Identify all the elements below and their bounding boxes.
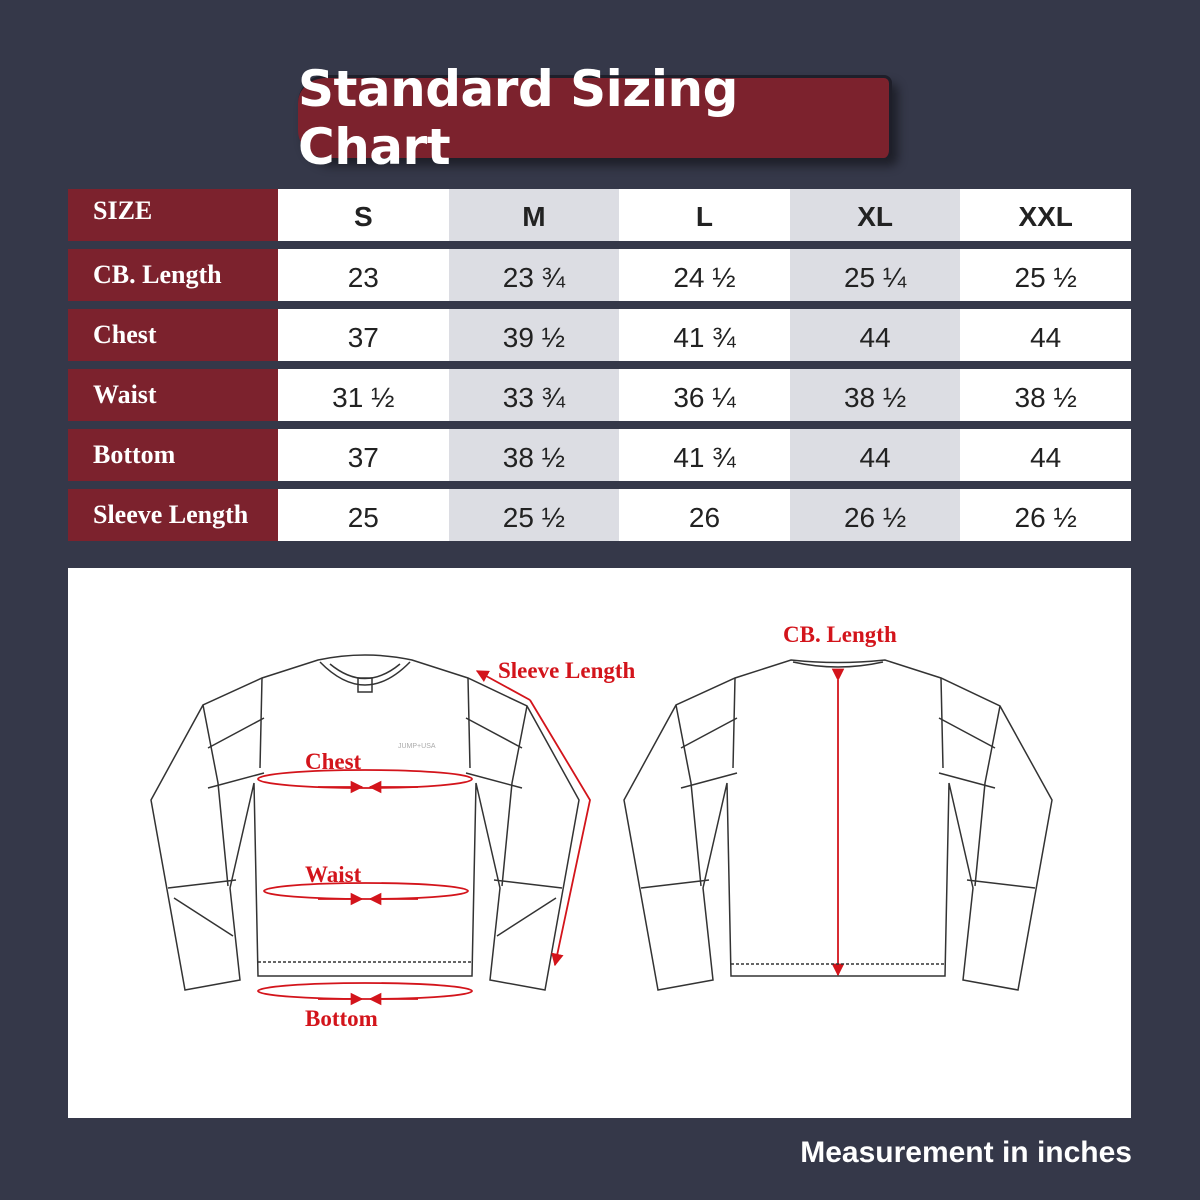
row-label: Bottom xyxy=(68,429,278,481)
table-cell: 23 xyxy=(278,249,449,301)
bottom-ellipse xyxy=(257,982,473,1000)
table-header-row: SIZE S M L XL XXL xyxy=(68,189,1131,241)
table-cell: 38 ½ xyxy=(789,369,961,421)
table-cell: 39 ½ xyxy=(448,309,620,361)
table-cell: 44 xyxy=(960,429,1131,481)
table-cell: 37 xyxy=(278,309,449,361)
sleeve-arrow xyxy=(529,699,591,967)
units-note: Measurement in inches xyxy=(800,1136,1132,1169)
size-table: SIZE S M L XL XXL CB. Length 23 23 ¾ 24 ½ 25… xyxy=(68,189,1131,549)
waist-label: Waist xyxy=(305,862,362,887)
table-cell: 24 ½ xyxy=(619,249,790,301)
row-label: Sleeve Length xyxy=(68,489,278,541)
table-cell: 38 ½ xyxy=(448,429,620,481)
table-cell: 26 xyxy=(619,489,790,541)
sleeve-length-label: Sleeve Length xyxy=(498,658,636,683)
size-header: XXL xyxy=(960,189,1131,241)
table-cell: 41 ¾ xyxy=(619,309,790,361)
size-header: M xyxy=(448,189,620,241)
size-header: XL xyxy=(789,189,961,241)
row-label: CB. Length xyxy=(68,249,278,301)
cb-length-label: CB. Length xyxy=(783,622,897,647)
table-cell: 37 xyxy=(278,429,449,481)
back-shirt-drawing xyxy=(623,659,1053,991)
table-row: Chest 37 39 ½ 41 ¾ 44 44 xyxy=(68,309,1131,361)
chest-ellipse xyxy=(257,769,473,789)
table-cell: 25 ½ xyxy=(960,249,1131,301)
bottom-label: Bottom xyxy=(305,1006,378,1031)
table-row: Sleeve Length 25 25 ½ 26 26 ½ 26 ½ xyxy=(68,489,1131,541)
table-cell: 25 ½ xyxy=(448,489,620,541)
table-cell: 41 ¾ xyxy=(619,429,790,481)
row-label: Chest xyxy=(68,309,278,361)
chest-label: Chest xyxy=(305,749,362,774)
table-cell: 33 ¾ xyxy=(448,369,620,421)
measurement-diagram: JUMP+USA Chest Waist Bottom Sleeve Lengt… xyxy=(68,568,1131,1118)
front-measure-lines xyxy=(257,668,845,1006)
brand-print: JUMP+USA xyxy=(398,743,436,750)
size-header: L xyxy=(619,189,790,241)
table-cell: 36 ¼ xyxy=(619,369,790,421)
table-cell: 23 ¾ xyxy=(448,249,620,301)
table-row: Waist 31 ½ 33 ¾ 36 ¼ 38 ½ 38 ½ xyxy=(68,369,1131,421)
table-cell: 38 ½ xyxy=(960,369,1131,421)
front-shirt-drawing xyxy=(150,654,580,991)
table-row: Bottom 37 38 ½ 41 ¾ 44 44 xyxy=(68,429,1131,481)
table-cell: 44 xyxy=(789,309,961,361)
table-cell: 25 ¼ xyxy=(789,249,961,301)
size-header-label: SIZE xyxy=(68,189,278,241)
table-cell: 25 xyxy=(278,489,449,541)
title-banner: Standard Sizing Chart xyxy=(298,60,892,176)
size-header: S xyxy=(278,189,449,241)
table-cell: 44 xyxy=(789,429,961,481)
waist-ellipse xyxy=(263,882,469,900)
table-cell: 44 xyxy=(960,309,1131,361)
table-cell: 31 ½ xyxy=(278,369,449,421)
row-label: Waist xyxy=(68,369,278,421)
table-cell: 26 ½ xyxy=(789,489,961,541)
table-row: CB. Length 23 23 ¾ 24 ½ 25 ¼ 25 ½ xyxy=(68,249,1131,301)
table-cell: 26 ½ xyxy=(960,489,1131,541)
